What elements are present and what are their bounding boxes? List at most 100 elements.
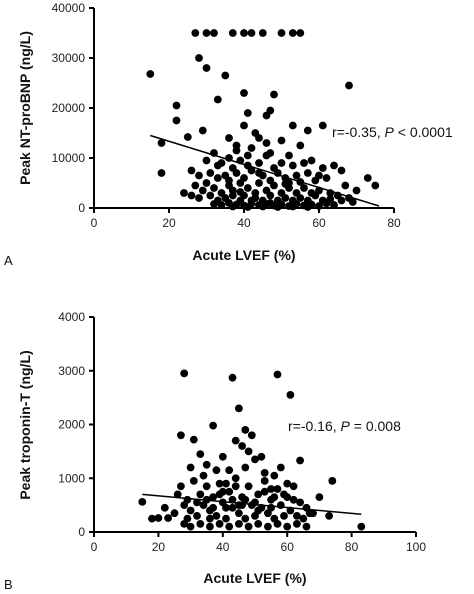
chart-a-data-point xyxy=(371,181,380,190)
chart-a: 0 20 40 60 80 0 10000 20000 30000 40000 Acute LVE… xyxy=(4,1,453,268)
chart-b-data-point xyxy=(257,452,266,461)
chart-b-data-point xyxy=(186,506,195,515)
chart-a-y-tick-label: 40000 xyxy=(52,1,86,15)
panel-label-b: B xyxy=(4,577,13,592)
chart-a-data-point xyxy=(240,121,248,130)
chart-b-data-point xyxy=(267,485,275,493)
chart-b-data-point xyxy=(225,466,234,475)
chart-a-data-point xyxy=(296,194,305,202)
chart-b-data-point xyxy=(254,490,263,499)
chart-a-x-tick-label: 80 xyxy=(387,216,401,230)
chart-a-data-point xyxy=(198,126,207,135)
chart-a-data-point xyxy=(157,169,166,177)
chart-a-data-point xyxy=(322,174,331,182)
chart-b-data-point xyxy=(189,435,198,444)
chart-b-x-tick-label: 40 xyxy=(216,540,230,554)
chart-a-data-point xyxy=(195,194,203,202)
chart-b-data-point xyxy=(222,479,230,488)
chart-a-y-tick-label: 10000 xyxy=(52,151,86,165)
chart-a-data-point xyxy=(198,186,207,195)
chart-a-data-point xyxy=(352,186,361,195)
chart-b-y-tick-label: 2000 xyxy=(58,418,85,432)
chart-b-x-tick-label: 20 xyxy=(152,540,166,554)
chart-a-data-point xyxy=(266,191,275,200)
chart-b-data-point xyxy=(235,404,243,413)
chart-a-annotation-p-value: < 0.0001 xyxy=(398,124,453,140)
chart-a-data-point xyxy=(288,121,297,130)
chart-a-data-point xyxy=(288,161,297,170)
chart-b-data-point xyxy=(231,474,240,483)
chart-a-data-point xyxy=(285,151,293,160)
chart-a-data-point xyxy=(225,176,233,185)
chart-a-data-point xyxy=(288,202,297,211)
chart-a-data-point xyxy=(292,171,301,180)
chart-a-annotation: r=-0.35, P < 0.0001 xyxy=(332,124,453,140)
chart-b-data-point xyxy=(183,495,192,504)
chart-b-data-point xyxy=(293,520,301,528)
chart-a-data-point xyxy=(243,109,252,117)
chart-a-y-label: Peak NT-proBNP (ng/L) xyxy=(17,31,33,185)
chart-a-data-point xyxy=(296,141,305,150)
chart-b-data-point xyxy=(235,520,243,528)
chart-b-data-point xyxy=(276,463,285,472)
chart-a-data-point xyxy=(255,179,263,187)
chart-b-data-point xyxy=(164,514,173,522)
chart-a-data-point xyxy=(213,174,222,182)
chart-a-data-point xyxy=(277,29,286,37)
chart-b-data-point xyxy=(241,426,250,434)
chart-b-data-point xyxy=(138,498,147,506)
chart-b-x-tick-label: 0 xyxy=(91,540,98,554)
chart-a-data-point xyxy=(262,151,271,160)
chart-b-y-tick-label: 4000 xyxy=(58,310,85,324)
chart-a-data-point xyxy=(251,129,260,137)
chart-a-data-point xyxy=(288,29,297,37)
chart-b-data-point xyxy=(283,479,292,488)
chart-a-data-point xyxy=(243,151,252,160)
chart-b-data-point xyxy=(273,370,282,379)
chart-a-data-point xyxy=(258,29,267,37)
chart-a-x-tick-label: 40 xyxy=(237,216,251,230)
chart-b-data-point xyxy=(206,522,214,531)
chart-a-data-point xyxy=(187,191,196,200)
chart-a-y-tick-label: 20000 xyxy=(52,101,86,115)
chart-b-data-point xyxy=(235,509,243,518)
chart-a-data-point xyxy=(206,169,215,177)
chart-b-data-point xyxy=(199,471,208,480)
chart-b-y-tick-label: 1000 xyxy=(58,471,85,485)
chart-b-data-point xyxy=(186,463,195,472)
chart-b-data-point xyxy=(260,477,269,485)
chart-b-x-tick-label: 80 xyxy=(345,540,359,554)
chart-a-data-point xyxy=(213,161,222,170)
chart-a-x-tick-label: 20 xyxy=(162,216,176,230)
chart-b-data-point xyxy=(225,522,234,531)
chart-b-data-point xyxy=(222,503,230,512)
chart-b-data-point xyxy=(238,442,247,450)
chart-a-data-point xyxy=(270,90,278,99)
chart-a-data-point xyxy=(146,70,155,78)
chart-b-data-point xyxy=(270,471,279,480)
chart-a-data-point xyxy=(232,169,241,177)
chart-a-data-point xyxy=(330,201,338,209)
chart-b-annotation-p-label: P xyxy=(341,418,351,434)
chart-b-data-point xyxy=(325,512,333,520)
chart-a-data-point xyxy=(318,164,327,172)
chart-a-data-point xyxy=(191,29,200,37)
chart-b-x-tick-label: 60 xyxy=(281,540,295,554)
chart-a-points xyxy=(146,29,380,211)
chart-a-data-point xyxy=(210,184,218,192)
chart-a-data-point xyxy=(187,166,196,175)
chart-a-data-point xyxy=(221,71,230,80)
chart-b-annotation-r: r=-0.16, xyxy=(288,418,337,434)
chart-b-data-point xyxy=(193,498,201,507)
chart-b-data-point xyxy=(154,514,163,522)
chart-b-data-point xyxy=(280,512,288,520)
chart-b-data-point xyxy=(296,498,304,507)
chart-b-data-point xyxy=(228,503,237,512)
chart-a-data-point xyxy=(236,188,245,196)
chart-a-data-point xyxy=(202,156,211,165)
chart-b-data-point xyxy=(222,514,230,523)
chart-a-data-point xyxy=(363,174,372,182)
chart-a-data-point xyxy=(318,121,327,130)
chart-a-data-point xyxy=(210,200,218,208)
chart-b-data-point xyxy=(260,469,269,477)
